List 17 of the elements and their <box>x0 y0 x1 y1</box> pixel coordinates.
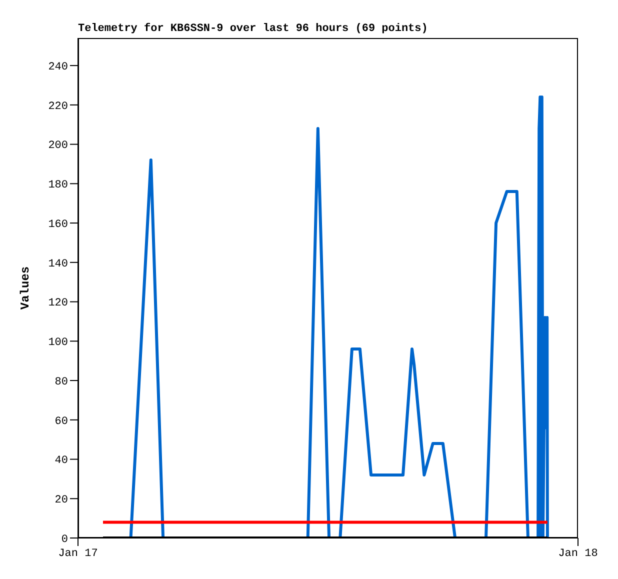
y-tick-label: 100 <box>48 337 68 350</box>
y-axis-title: Values <box>18 266 32 310</box>
y-tick-label: 60 <box>54 416 68 428</box>
x-tick-label: Jan 17 <box>58 548 98 560</box>
y-tick-label: 140 <box>48 258 68 270</box>
y-tick-label: 240 <box>48 61 68 74</box>
y-tick-label: 180 <box>48 180 68 192</box>
y-tick-label: 80 <box>54 376 68 388</box>
y-tick-label: 160 <box>48 218 68 231</box>
chart-title: Telemetry for KB6SSN-9 over last 96 hours (69 points) <box>78 23 428 35</box>
y-tick-label: 0 <box>61 534 68 546</box>
y-tick-label: 40 <box>54 455 68 468</box>
y-tick-label: 200 <box>48 140 68 152</box>
y-tick-label: 20 <box>54 494 68 507</box>
y-tick-label: 120 <box>48 298 68 310</box>
y-tick-label: 220 <box>48 100 68 113</box>
x-tick-label: Jan 18 <box>558 548 598 560</box>
